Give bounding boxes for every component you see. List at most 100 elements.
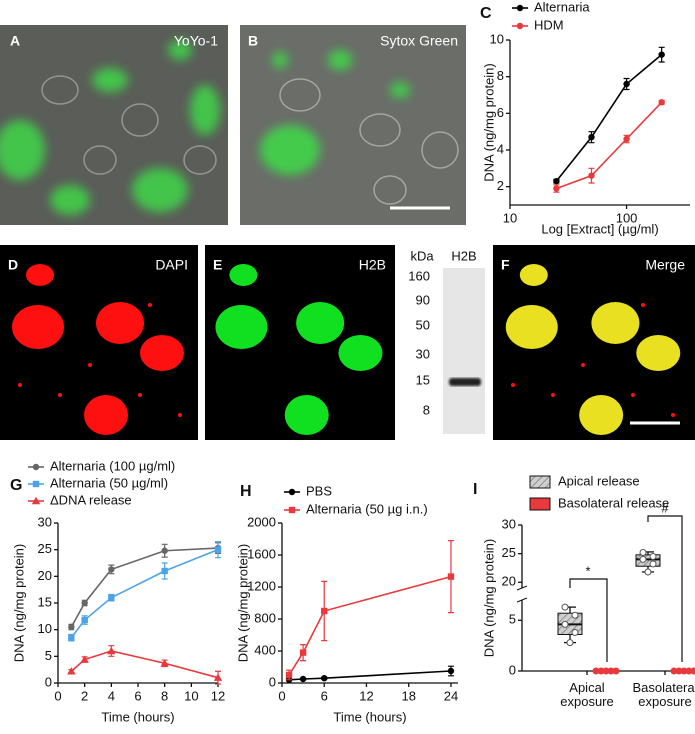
y-axis-label: DNA (ng/mg protein) [481, 63, 496, 182]
speck [631, 393, 635, 397]
series-line [70, 548, 219, 639]
x-tick-label: 100 [616, 210, 638, 225]
data-point [68, 634, 75, 641]
data-point [161, 567, 168, 575]
data-point [658, 99, 665, 106]
y-tick-label: 0 [509, 662, 516, 677]
y-axis-label: DNA (ng/mg protein) [481, 539, 496, 658]
y-tick-label: 30 [502, 516, 516, 531]
stain-label: YoYo-1 [174, 33, 218, 49]
nucleus [296, 302, 345, 344]
data-point [644, 568, 652, 576]
nucleus [519, 264, 548, 286]
legend-label: Alternaria (50 µg i.n.) [306, 501, 428, 516]
speck [58, 393, 62, 397]
nucleus [636, 335, 681, 371]
data-point [516, 4, 524, 12]
panel-label: B [248, 33, 258, 49]
x-tick-label: 12 [211, 688, 225, 703]
image-b [240, 25, 466, 225]
data-point [649, 560, 657, 568]
speck [581, 363, 585, 367]
box [635, 554, 661, 567]
speck [148, 303, 152, 307]
y-tick-label: 10 [38, 621, 52, 636]
y-tick-label: 1200 [247, 578, 276, 593]
legend-label: Alternaria [534, 0, 590, 14]
data-point [516, 22, 524, 30]
nucleus [338, 335, 383, 371]
nuclei-images [0, 245, 695, 440]
data-point [690, 667, 695, 675]
nucleus [26, 264, 54, 286]
y-tick-label: 15 [38, 594, 52, 609]
data-point [31, 496, 41, 505]
data-point [32, 463, 40, 471]
data-point [612, 667, 620, 675]
data-point [32, 480, 40, 488]
data-point [299, 649, 307, 656]
y-tick-label: 5 [45, 648, 52, 663]
y-tick-label: 8 [497, 68, 504, 83]
x-tick-label: Basolateral exposure [632, 680, 695, 709]
data-point [571, 611, 579, 619]
panel-label: G [10, 477, 22, 494]
axis-break [516, 585, 528, 603]
data-point [566, 639, 574, 647]
data-point [553, 185, 560, 192]
annotation: # [661, 500, 669, 515]
series-line [288, 575, 452, 676]
data-point [161, 547, 168, 554]
data-point [67, 667, 76, 675]
y-axis-label: DNA (ng/mg protein) [235, 544, 250, 663]
x-tick-label: 6 [134, 688, 141, 703]
gel-lane-label: H2B [451, 248, 476, 263]
legend-label: Apical release [558, 473, 640, 488]
gel-unit: kDa [410, 248, 434, 263]
nucleus [579, 395, 624, 435]
legend-label: Basolateral release [558, 495, 669, 510]
speck [18, 383, 22, 387]
x-tick-label: 18 [401, 688, 415, 703]
nucleus [84, 395, 128, 435]
panel-label: C [480, 5, 492, 22]
y-tick-label: 400 [254, 642, 276, 657]
gel-band [449, 378, 481, 386]
nucleus [215, 305, 268, 349]
data-point [288, 506, 296, 514]
y-tick-label: 20 [502, 574, 516, 589]
panel-label: A [10, 33, 20, 49]
gel-marker: 15 [416, 372, 430, 387]
stain-label: H2B [359, 257, 386, 273]
legend-label: HDM [534, 17, 564, 32]
y-tick-label: 0 [269, 674, 276, 689]
nucleus [229, 264, 258, 286]
gel-marker: 90 [416, 292, 430, 307]
x-axis-label: Log [Extract] (µg/ml) [541, 221, 658, 236]
sig-bracket [569, 578, 608, 662]
gel-marker: 50 [416, 317, 430, 332]
legend-swatch [529, 497, 551, 511]
data-point [68, 623, 75, 631]
data-point [639, 548, 647, 556]
x-tick-label: 24 [444, 688, 458, 703]
panel-label: E [213, 257, 222, 273]
speck [671, 413, 675, 417]
x-tick-label: 0 [54, 688, 61, 703]
x-tick-label: 6 [321, 688, 328, 703]
nucleus [12, 305, 64, 349]
data-point [81, 599, 88, 607]
data-point [553, 177, 560, 185]
gel-marker: 8 [423, 402, 430, 417]
speck [511, 383, 515, 387]
x-tick-label: 10 [184, 688, 198, 703]
series-line [70, 547, 219, 628]
y-tick-label: 1600 [247, 546, 276, 561]
x-tick-label: 0 [278, 688, 285, 703]
data-point [321, 675, 328, 682]
image-a [0, 25, 228, 225]
data-point [321, 607, 328, 615]
y-tick-label: 10 [490, 31, 504, 46]
